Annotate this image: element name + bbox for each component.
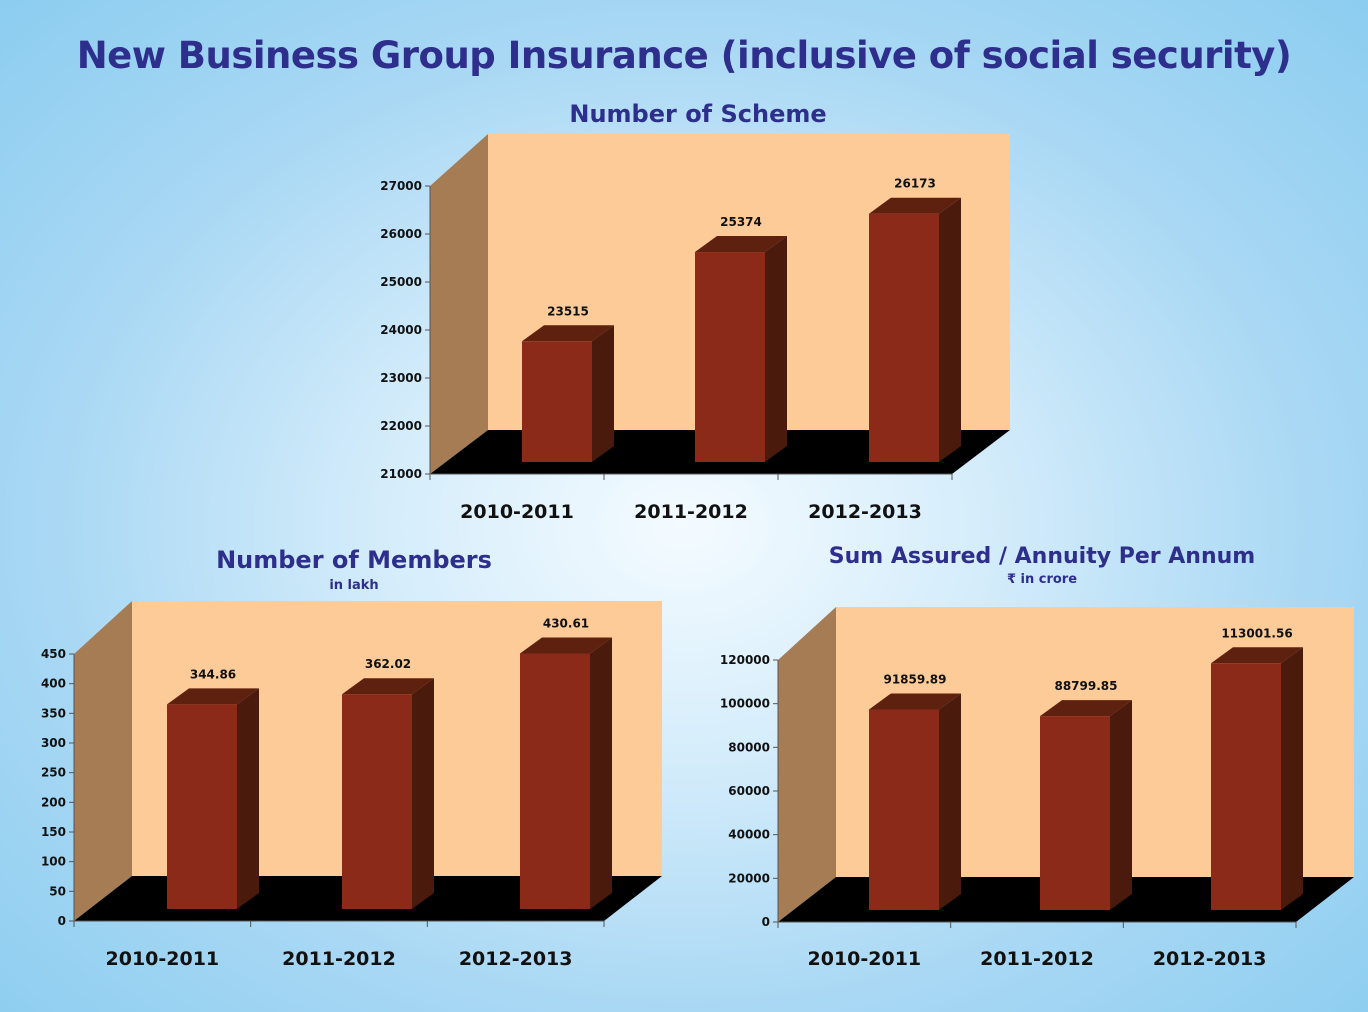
y-tick-label: 40000 <box>728 828 770 842</box>
bar-side <box>939 693 961 910</box>
y-tick-label: 27000 <box>380 179 422 193</box>
y-tick-label: 25000 <box>380 275 422 289</box>
bar-2012-2013 <box>1211 663 1281 910</box>
plot-side-wall <box>778 607 836 922</box>
y-tick-label: 150 <box>41 825 66 839</box>
bar-top <box>342 678 434 695</box>
bar-top <box>520 637 612 654</box>
bar-side <box>1281 647 1303 910</box>
bar-2010-2011 <box>869 709 939 910</box>
y-tick-label: 0 <box>58 914 66 928</box>
data-label: 23515 <box>547 304 589 318</box>
bar-2010-2011 <box>167 704 237 909</box>
data-label: 113001.56 <box>1221 626 1292 640</box>
data-label: 26173 <box>894 177 936 191</box>
data-label: 430.61 <box>543 617 589 631</box>
x-category-label: 2011-2012 <box>282 948 396 970</box>
bar-side <box>765 236 787 462</box>
x-category-label: 2012-2013 <box>808 501 922 523</box>
y-tick-label: 200 <box>41 795 66 809</box>
data-label: 344.86 <box>190 667 236 681</box>
data-label: 362.02 <box>365 657 411 671</box>
y-tick-label: 22000 <box>380 419 422 433</box>
x-category-label: 2010-2011 <box>106 948 220 970</box>
data-label: 25374 <box>720 215 762 229</box>
y-tick-label: 26000 <box>380 227 422 241</box>
chart-subtitle-sum-assured: ₹ in crore <box>1006 572 1078 587</box>
bar-top <box>869 693 961 710</box>
page-title: New Business Group Insurance (inclusive … <box>76 34 1292 77</box>
x-category-label: 2012-2013 <box>459 948 573 970</box>
x-category-label: 2011-2012 <box>980 948 1094 970</box>
y-tick-label: 450 <box>41 647 66 661</box>
y-tick-label: 24000 <box>380 323 422 337</box>
bar-2011-2012 <box>1040 716 1110 910</box>
bar-top <box>1040 700 1132 717</box>
plot-side-wall <box>430 134 488 474</box>
y-tick-label: 80000 <box>728 740 770 754</box>
bar-top <box>869 197 961 214</box>
chart-title-schemes: Number of Scheme <box>569 100 827 128</box>
bar-top <box>695 236 787 253</box>
bar-top <box>522 325 614 342</box>
y-tick-label: 120000 <box>720 653 770 667</box>
y-tick-label: 100 <box>41 855 66 869</box>
y-tick-label: 0 <box>762 915 770 929</box>
y-tick-label: 50 <box>49 884 66 898</box>
bar-top <box>167 688 259 705</box>
y-tick-label: 300 <box>41 736 66 750</box>
x-category-label: 2012-2013 <box>1153 948 1267 970</box>
plot-side-wall <box>74 601 132 921</box>
bar-top <box>1211 647 1303 664</box>
bar-2011-2012 <box>695 252 765 462</box>
y-tick-label: 21000 <box>380 467 422 481</box>
chart-subtitle-members: in lakh <box>329 578 379 593</box>
data-label: 88799.85 <box>1054 679 1117 693</box>
x-category-label: 2011-2012 <box>634 501 748 523</box>
x-category-label: 2010-2011 <box>460 501 574 523</box>
y-tick-label: 20000 <box>728 871 770 885</box>
chart-title-sum-assured: Sum Assured / Annuity Per Annum <box>828 544 1256 569</box>
data-label: 91859.89 <box>883 672 946 686</box>
y-tick-label: 350 <box>41 706 66 720</box>
bar-side <box>592 325 614 462</box>
bar-side <box>412 678 434 909</box>
bar-2010-2011 <box>522 341 592 462</box>
y-tick-label: 400 <box>41 677 66 691</box>
bar-2012-2013 <box>520 653 590 909</box>
bar-side <box>1110 700 1132 910</box>
y-tick-label: 250 <box>41 766 66 780</box>
chart-title-members: Number of Members <box>216 546 492 574</box>
y-tick-label: 100000 <box>720 697 770 711</box>
y-tick-label: 23000 <box>380 371 422 385</box>
bar-side <box>590 637 612 909</box>
bar-side <box>237 688 259 909</box>
bar-side <box>939 197 961 463</box>
bar-2012-2013 <box>869 213 939 462</box>
bar-2011-2012 <box>342 694 412 909</box>
x-category-label: 2010-2011 <box>808 948 922 970</box>
y-tick-label: 60000 <box>728 784 770 798</box>
